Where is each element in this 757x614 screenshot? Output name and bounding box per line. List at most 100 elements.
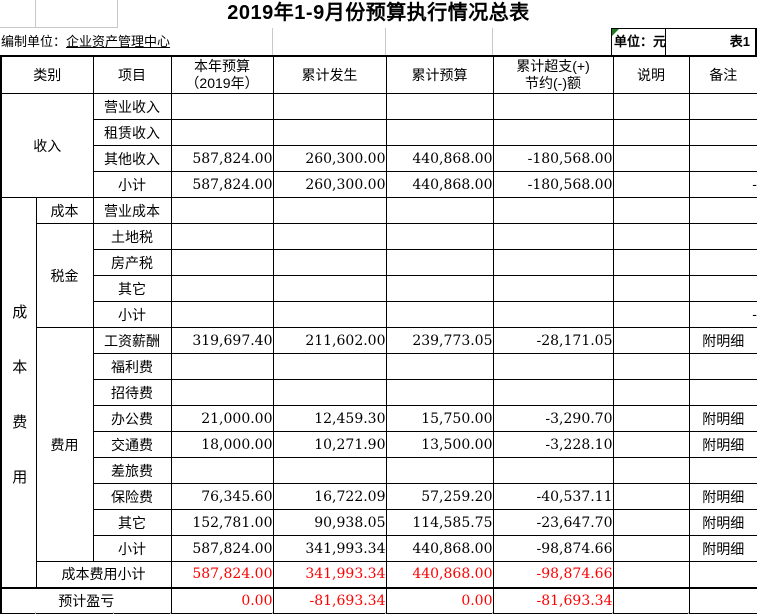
welfare-variance[interactable] bbox=[492, 353, 614, 380]
office-item[interactable]: 办公费 bbox=[92, 405, 172, 432]
profit-loss-annual[interactable]: 0.00 bbox=[170, 586, 274, 614]
salary-annual[interactable]: 319,697.40 bbox=[170, 327, 274, 354]
insurance-cumbudget[interactable]: 57,259.20 bbox=[385, 483, 494, 510]
tax-other-annual[interactable] bbox=[170, 275, 274, 302]
op-income-note[interactable] bbox=[612, 93, 690, 120]
tax-other-actual[interactable] bbox=[272, 275, 387, 302]
property-tax-item[interactable]: 房产税 bbox=[92, 249, 172, 276]
rental-income-remark[interactable] bbox=[688, 119, 757, 146]
entertainment-annual[interactable] bbox=[170, 379, 274, 406]
tax-subtotal-variance[interactable] bbox=[492, 301, 614, 328]
op-cost-variance[interactable] bbox=[492, 197, 614, 224]
land-tax-variance[interactable] bbox=[492, 223, 614, 250]
sheet-number-cell[interactable]: 表1 bbox=[665, 28, 757, 55]
income-subtotal-item[interactable]: 小计 bbox=[92, 171, 172, 198]
op-cost-note[interactable] bbox=[612, 197, 690, 224]
tax-subtotal-cumbudget[interactable] bbox=[385, 301, 494, 328]
profit-loss-variance[interactable]: -81,693.34 bbox=[492, 586, 614, 614]
op-cost-annual[interactable] bbox=[170, 197, 274, 224]
income-subtotal-remark[interactable]: - bbox=[688, 171, 757, 198]
welfare-remark[interactable] bbox=[688, 353, 757, 380]
group-cost-expense[interactable]: 成本费用 bbox=[0, 197, 37, 588]
property-tax-actual[interactable] bbox=[272, 249, 387, 276]
col-header-cumulative-actual[interactable]: 累计发生 bbox=[272, 55, 387, 94]
tax-other-remark[interactable] bbox=[688, 275, 757, 302]
other-income-annual[interactable]: 587,824.00 bbox=[170, 145, 274, 172]
insurance-remark[interactable]: 附明细 bbox=[688, 483, 757, 510]
other-income-variance[interactable]: -180,568.00 bbox=[492, 145, 614, 172]
profit-loss-item[interactable]: 预计盈亏 bbox=[0, 586, 172, 614]
cost-exp-total-note[interactable] bbox=[612, 561, 690, 588]
op-cost-remark[interactable] bbox=[688, 197, 757, 224]
cost-exp-total-item[interactable]: 成本费用小计 bbox=[35, 561, 172, 588]
cost-exp-total-actual[interactable]: 341,993.34 bbox=[272, 561, 387, 588]
entertainment-actual[interactable] bbox=[272, 379, 387, 406]
other-income-note[interactable] bbox=[612, 145, 690, 172]
land-tax-actual[interactable] bbox=[272, 223, 387, 250]
exp-other-remark[interactable]: 附明细 bbox=[688, 509, 757, 536]
col-header-annual-budget[interactable]: 本年预算 （2019年） bbox=[170, 55, 274, 94]
office-remark[interactable]: 附明细 bbox=[688, 405, 757, 432]
rental-income-variance[interactable] bbox=[492, 119, 614, 146]
rental-income-annual[interactable] bbox=[170, 119, 274, 146]
exp-subtotal-remark[interactable]: 附明细 bbox=[688, 535, 757, 562]
land-tax-item[interactable]: 土地税 bbox=[92, 223, 172, 250]
prepared-by[interactable]: 编制单位：企业资产管理中心 bbox=[1, 33, 170, 50]
exp-subtotal-variance[interactable]: -98,874.66 bbox=[492, 535, 614, 562]
tax-other-item[interactable]: 其它 bbox=[92, 275, 172, 302]
op-income-actual[interactable] bbox=[272, 93, 387, 120]
land-tax-cumbudget[interactable] bbox=[385, 223, 494, 250]
transport-note[interactable] bbox=[612, 431, 690, 458]
exp-subtotal-note[interactable] bbox=[612, 535, 690, 562]
col-header-item[interactable]: 项目 bbox=[92, 55, 172, 94]
cost-exp-total-remark[interactable] bbox=[688, 561, 757, 588]
travel-note[interactable] bbox=[612, 457, 690, 484]
travel-annual[interactable] bbox=[170, 457, 274, 484]
cost-exp-total-annual[interactable]: 587,824.00 bbox=[170, 561, 274, 588]
income-subtotal-annual[interactable]: 587,824.00 bbox=[170, 171, 274, 198]
entertainment-remark[interactable] bbox=[688, 379, 757, 406]
other-income-remark[interactable] bbox=[688, 145, 757, 172]
transport-actual[interactable]: 10,271.90 bbox=[272, 431, 387, 458]
property-tax-remark[interactable] bbox=[688, 249, 757, 276]
op-cost-cumbudget[interactable] bbox=[385, 197, 494, 224]
salary-actual[interactable]: 211,602.00 bbox=[272, 327, 387, 354]
tax-subtotal-actual[interactable] bbox=[272, 301, 387, 328]
travel-remark[interactable] bbox=[688, 457, 757, 484]
property-tax-note[interactable] bbox=[612, 249, 690, 276]
salary-cumbudget[interactable]: 239,773.05 bbox=[385, 327, 494, 354]
office-annual[interactable]: 21,000.00 bbox=[170, 405, 274, 432]
entertainment-note[interactable] bbox=[612, 379, 690, 406]
op-income-variance[interactable] bbox=[492, 93, 614, 120]
cost-exp-total-cumbudget[interactable]: 440,868.00 bbox=[385, 561, 494, 588]
insurance-item[interactable]: 保险费 bbox=[92, 483, 172, 510]
transport-cumbudget[interactable]: 13,500.00 bbox=[385, 431, 494, 458]
exp-subtotal-annual[interactable]: 587,824.00 bbox=[170, 535, 274, 562]
group-income[interactable]: 收入 bbox=[0, 93, 94, 198]
entertainment-variance[interactable] bbox=[492, 379, 614, 406]
group-expense[interactable]: 费用 bbox=[35, 327, 94, 562]
unit-cell[interactable]: 单位：元 bbox=[611, 28, 665, 55]
group-cost[interactable]: 成本 bbox=[35, 197, 94, 224]
tax-other-variance[interactable] bbox=[492, 275, 614, 302]
tax-subtotal-remark[interactable]: - bbox=[688, 301, 757, 328]
col-header-cumulative-budget[interactable]: 累计预算 bbox=[385, 55, 494, 94]
col-header-explanation[interactable]: 说明 bbox=[612, 55, 690, 94]
cost-exp-total-variance[interactable]: -98,874.66 bbox=[492, 561, 614, 588]
income-subtotal-variance[interactable]: -180,568.00 bbox=[492, 171, 614, 198]
transport-item[interactable]: 交通费 bbox=[92, 431, 172, 458]
exp-other-cumbudget[interactable]: 114,585.75 bbox=[385, 509, 494, 536]
group-tax[interactable]: 税金 bbox=[35, 223, 94, 328]
op-income-cumbudget[interactable] bbox=[385, 93, 494, 120]
welfare-actual[interactable] bbox=[272, 353, 387, 380]
entertainment-cumbudget[interactable] bbox=[385, 379, 494, 406]
welfare-item[interactable]: 福利费 bbox=[92, 353, 172, 380]
rental-income-item[interactable]: 租赁收入 bbox=[92, 119, 172, 146]
exp-subtotal-cumbudget[interactable]: 440,868.00 bbox=[385, 535, 494, 562]
property-tax-annual[interactable] bbox=[170, 249, 274, 276]
insurance-note[interactable] bbox=[612, 483, 690, 510]
entertainment-item[interactable]: 招待费 bbox=[92, 379, 172, 406]
office-note[interactable] bbox=[612, 405, 690, 432]
travel-item[interactable]: 差旅费 bbox=[92, 457, 172, 484]
transport-variance[interactable]: -3,228.10 bbox=[492, 431, 614, 458]
